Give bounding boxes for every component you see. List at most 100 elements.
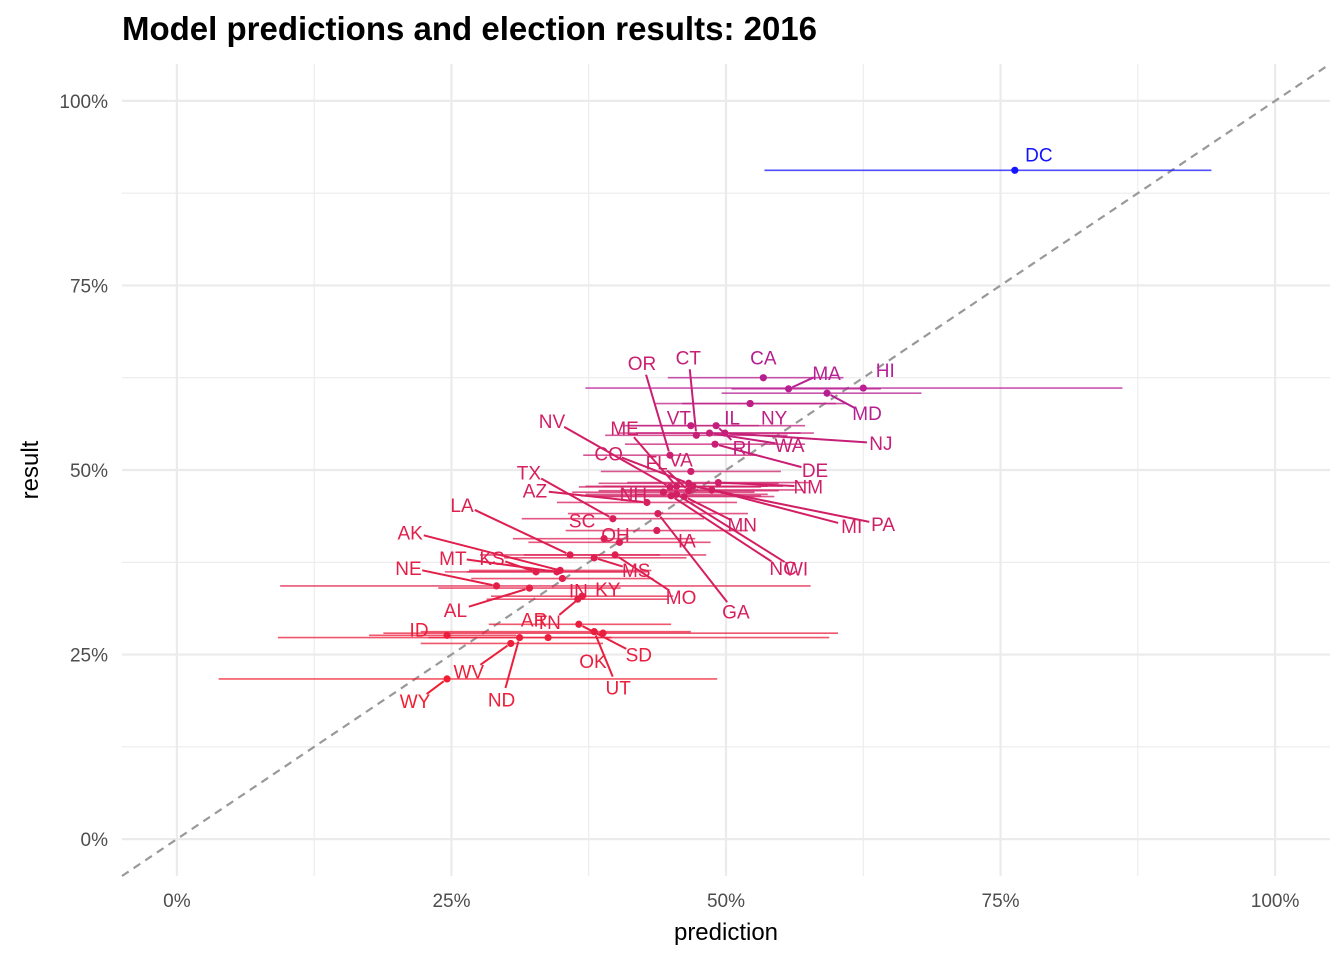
point-nj [721, 429, 729, 437]
y-tick-label: 50% [70, 461, 108, 482]
chart-title: Model predictions and election results: … [122, 10, 818, 47]
point-tx [609, 515, 617, 523]
point-wy [443, 675, 451, 683]
label-la: LA [450, 496, 474, 517]
point-wa [705, 429, 714, 437]
label-az: AZ [523, 481, 548, 502]
point-la [566, 551, 574, 559]
point-hi [859, 384, 867, 392]
label-pa: PA [871, 515, 895, 536]
label-wa: WA [775, 436, 805, 457]
point-az [643, 498, 651, 507]
point-ms [590, 554, 598, 562]
leader-line-de [718, 444, 802, 469]
point-dc [1011, 166, 1019, 174]
point-ga [654, 509, 662, 518]
point-ma [784, 385, 793, 393]
label-ok: OK [579, 652, 607, 673]
x-tick-label: 75% [982, 891, 1020, 912]
y-tick-label: 25% [70, 646, 108, 667]
leader-line-wi [679, 495, 786, 563]
y-tick-label: 0% [81, 830, 109, 851]
leader-line-tx [540, 477, 610, 518]
label-va: VA [669, 450, 693, 471]
leader-line-nv [563, 425, 667, 486]
label-al: AL [444, 601, 467, 622]
leader-line-nd [504, 641, 520, 689]
point-md [823, 389, 831, 397]
leader-line-or [645, 374, 670, 452]
point-in [558, 574, 566, 583]
point-ut [590, 628, 598, 636]
leader-line-az [548, 490, 644, 504]
label-ky: KY [595, 580, 621, 601]
leader-line-ut [594, 634, 614, 678]
label-dc: DC [1025, 145, 1052, 166]
label-ca: CA [750, 349, 777, 370]
leader-line-sd [581, 625, 627, 650]
leader-line-wv [479, 644, 509, 666]
point-nm [714, 478, 722, 487]
point-mn [680, 492, 688, 501]
label-ma: MA [812, 364, 841, 385]
label-ks: KS [479, 549, 504, 570]
label-mt: MT [439, 549, 467, 570]
point-me [672, 482, 681, 490]
major-gridlines [122, 64, 1330, 876]
point-nd [515, 633, 524, 642]
point-va [687, 467, 695, 476]
label-tx: TX [517, 464, 542, 485]
y-axis-title: result [17, 440, 44, 499]
label-mo: MO [666, 588, 697, 609]
x-tick-label: 50% [707, 891, 745, 912]
label-md: MD [852, 404, 882, 425]
x-tick-label: 100% [1251, 891, 1300, 912]
label-de: DE [802, 461, 828, 482]
label-leaders [421, 369, 870, 695]
label-ut: UT [606, 679, 632, 700]
leader-line-ma [791, 376, 815, 389]
label-ar: AR [521, 611, 547, 632]
label-sd: SD [626, 645, 652, 666]
point-mt [553, 568, 561, 576]
label-me: ME [610, 419, 639, 440]
point-vt [687, 422, 695, 430]
label-nv: NV [539, 412, 566, 433]
point-ky [574, 595, 582, 603]
label-wv: WV [453, 662, 484, 683]
point-nh [659, 488, 668, 496]
leader-line-nc [673, 497, 772, 563]
label-hi: HI [876, 361, 895, 382]
x-tick-label: 25% [432, 891, 470, 912]
point-ne [492, 582, 501, 590]
leader-line-ne [421, 569, 493, 587]
point-ok [599, 629, 607, 637]
point-id [443, 631, 451, 639]
point-mi [708, 486, 716, 494]
label-ms: MS [622, 561, 651, 582]
label-ri: RI [733, 439, 752, 460]
leader-line-nj [728, 432, 867, 444]
point-ar [544, 633, 552, 642]
point-or [666, 451, 674, 459]
x-axis-title: prediction [674, 919, 778, 946]
label-il: IL [724, 409, 740, 430]
point-ca [759, 374, 767, 382]
point-sd [575, 620, 583, 628]
point-ia [653, 526, 661, 535]
point-oh [615, 538, 624, 546]
label-nm: NM [794, 478, 824, 499]
point-de [711, 440, 719, 448]
label-nj: NJ [869, 434, 892, 455]
leader-line-wy [425, 680, 445, 695]
label-sc: SC [569, 512, 595, 533]
label-mn: MN [727, 516, 757, 537]
label-in: IN [569, 582, 588, 603]
leader-line-fl [666, 469, 687, 489]
point-al [525, 584, 534, 592]
label-tn: TN [535, 613, 560, 634]
data-points [443, 166, 1019, 683]
leader-line-ga [659, 516, 728, 603]
